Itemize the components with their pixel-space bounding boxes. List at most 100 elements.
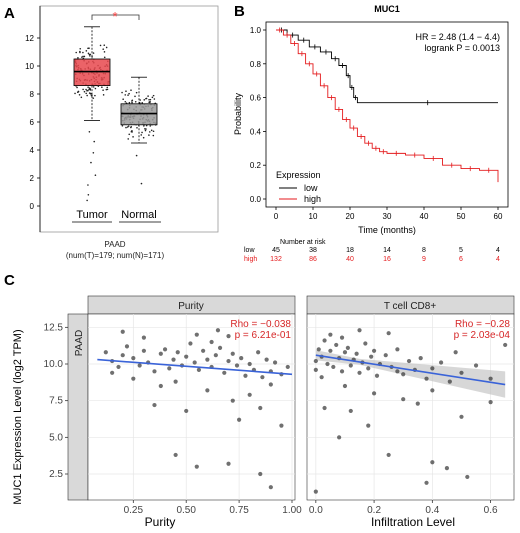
scatter-point [342,350,348,355]
y-tick-label: 0.4 [250,127,262,136]
scatter-point [313,489,318,494]
scatter-point [354,351,359,356]
scatter-point [316,347,321,352]
jitter-point [82,88,84,91]
jitter-point [143,99,146,101]
scatter-point [222,370,227,375]
jitter-point [78,93,81,96]
scatter-point [239,356,244,361]
y-tick-label: 0.6 [250,94,262,103]
scatter-point [272,360,278,365]
scatter-point [247,361,252,367]
scatter-point [348,408,353,414]
risk-value-high: 132 [270,256,282,263]
scatter-point [279,423,284,428]
outlier-point [88,131,91,133]
facet-purity-p: p = 6.21e-01 [235,330,292,341]
scatter-point [256,350,261,355]
scatter-point [334,342,339,348]
scatter-point [260,375,265,380]
scatter-point [453,350,458,355]
jitter-point [88,88,90,91]
jitter-point [103,56,106,59]
km-axes: 0 10 20 30 40 50 60 0.0 0.2 0.4 0.6 0.8 1.0 [250,26,503,221]
risk-row-label-high: high [244,256,257,263]
facet-cd8-rho: Rho = −0.28 [455,319,510,330]
scatter-point [459,414,464,419]
scatter-point [120,329,125,334]
scatter-point [366,366,371,371]
scatter-point [418,356,423,361]
y-tick-label: 8 [30,90,35,99]
jitter-point [74,92,76,95]
x-tick-label: 1.00 [282,505,302,516]
scatter-point [268,382,273,387]
scatter-point [141,348,146,353]
scatter-point [371,348,377,353]
scatter-point [131,356,136,361]
y-tick-label: 12.5 [44,322,64,333]
jitter-point [79,47,82,50]
jitter-point [121,124,124,127]
jitter-point [106,86,109,89]
jitter-point [125,126,127,129]
jitter-point [131,101,133,104]
jitter-point [88,92,91,94]
scatter-point [205,388,210,393]
jitter-point [144,128,146,130]
jitter-point [105,46,108,49]
scatter-point [175,350,180,355]
km-legend-title: Expression [276,170,321,180]
jitter-point [152,134,155,137]
risk-value-low: 38 [309,247,317,254]
risk-value-high: 40 [346,256,354,263]
jitter-point [102,89,104,91]
jitter-point [127,138,130,140]
jitter-point [105,88,108,91]
scatter-point [243,373,248,378]
jitter-point [130,89,132,91]
jitter-point [85,50,88,52]
scatter-point [488,376,493,381]
jitter-point [153,98,156,100]
scatter-point [230,398,235,403]
facet-purity-grid [88,314,295,500]
scatter-point [173,452,178,458]
fit-line [315,354,506,386]
jitter-point [148,134,150,136]
jitter-point [75,51,77,54]
scatter-point [430,460,435,465]
scatter-point [369,354,374,359]
scatter-point [424,376,429,381]
scatter-point [430,366,435,371]
jitter-point [122,98,124,100]
jitter-point [77,56,79,59]
scatter-point [194,464,199,469]
jitter-point [85,92,87,95]
scatter-point [209,339,214,345]
jitter-point [131,129,133,132]
facet-purity-points [103,328,290,490]
jitter-point [101,86,103,89]
jitter-point [94,94,96,97]
km-curves [276,27,499,183]
jitter-point [80,96,83,99]
jitter-point [141,131,143,134]
risk-table-title: Number at risk [280,239,326,246]
scatter-point [374,373,380,378]
scatter-point [345,345,350,350]
panel-b: MUC1 0 10 20 30 40 50 60 0.0 0.2 0.4 0.6 0.8 1.0 HR … [233,4,509,263]
jitter-point [82,55,84,58]
scatter-point [234,363,240,368]
jitter-point [82,51,84,54]
category-label-normal: Normal [121,209,156,221]
y-tick-label: 0.2 [250,161,262,170]
scatter-point [339,335,345,340]
scatter-point [357,370,362,375]
jitter-point [121,91,123,94]
scatter-point [473,363,479,368]
scatter-point [124,344,130,349]
scatter-point [188,341,193,346]
y-tick-label: 2 [30,174,35,183]
x-tick-label: 10 [309,212,318,221]
